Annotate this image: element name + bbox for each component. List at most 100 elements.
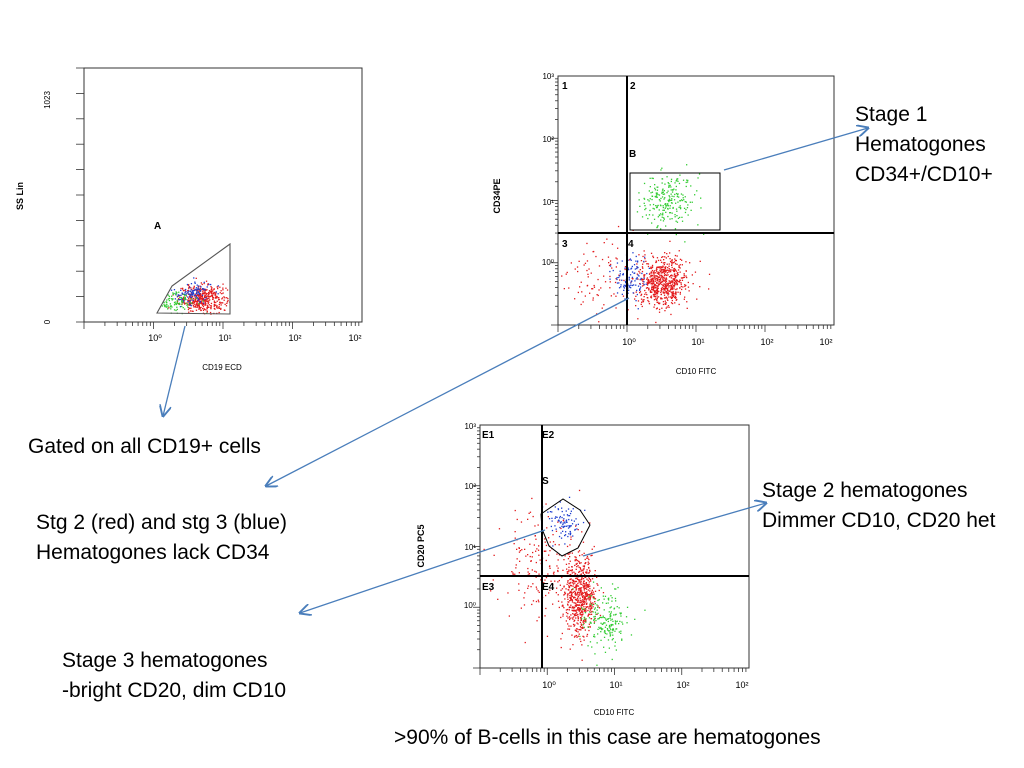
event-dot bbox=[609, 617, 611, 619]
event-dot bbox=[672, 295, 674, 297]
event-dot bbox=[616, 292, 619, 294]
event-dot bbox=[185, 298, 187, 301]
event-dot bbox=[654, 280, 657, 282]
event-dot bbox=[213, 305, 215, 307]
event-dot bbox=[678, 206, 680, 208]
event-dot bbox=[666, 286, 668, 288]
event-dot bbox=[653, 282, 655, 285]
event-dot bbox=[569, 569, 572, 572]
event-dot bbox=[635, 284, 637, 286]
event-dot bbox=[666, 192, 668, 194]
event-dot bbox=[614, 645, 616, 647]
event-dot bbox=[645, 283, 647, 285]
event-dot bbox=[574, 559, 576, 561]
event-dot bbox=[648, 289, 650, 291]
event-dot bbox=[568, 563, 570, 565]
event-dot bbox=[657, 266, 660, 268]
event-dot bbox=[197, 299, 199, 301]
event-dot bbox=[687, 214, 689, 216]
event-dot bbox=[665, 270, 667, 272]
event-dot bbox=[650, 267, 652, 270]
event-dot bbox=[207, 306, 209, 308]
event-dot bbox=[199, 285, 201, 287]
event-dot bbox=[584, 629, 586, 631]
event-dot bbox=[215, 301, 217, 304]
event-dot bbox=[609, 635, 611, 637]
event-dot bbox=[642, 280, 644, 282]
event-dot bbox=[683, 298, 685, 300]
event-dot bbox=[612, 624, 614, 626]
event-dot bbox=[580, 589, 582, 591]
event-dot bbox=[586, 633, 589, 636]
event-dot bbox=[189, 300, 191, 302]
annotation-line: Stage 3 hematogones bbox=[62, 649, 268, 672]
event-dot bbox=[661, 288, 663, 290]
event-dot bbox=[672, 281, 674, 283]
event-dot bbox=[578, 260, 580, 262]
event-dot bbox=[659, 200, 661, 202]
event-dot bbox=[648, 273, 651, 275]
event-dot bbox=[197, 305, 199, 307]
event-dot bbox=[639, 291, 642, 293]
event-dot bbox=[188, 285, 190, 288]
event-dot bbox=[567, 525, 569, 527]
event-dot bbox=[660, 169, 662, 171]
event-dot bbox=[572, 579, 574, 582]
event-dot bbox=[672, 284, 674, 287]
event-dot bbox=[578, 607, 581, 609]
event-dot bbox=[684, 211, 687, 214]
event-dot bbox=[666, 298, 668, 300]
event-dot bbox=[651, 283, 654, 285]
event-dot bbox=[664, 278, 666, 280]
event-dot bbox=[575, 568, 577, 570]
annotation-line: Hematogones lack CD34 bbox=[36, 541, 270, 564]
event-dot bbox=[204, 292, 207, 294]
event-dot bbox=[197, 300, 199, 303]
event-dot bbox=[600, 622, 602, 624]
event-dot bbox=[662, 212, 664, 214]
event-dot bbox=[569, 512, 572, 515]
event-dot bbox=[662, 191, 664, 193]
event-dot bbox=[669, 196, 671, 198]
event-dot bbox=[582, 620, 585, 622]
quadrant-label: E1 bbox=[482, 430, 495, 441]
event-dot bbox=[212, 298, 214, 300]
event-dot bbox=[579, 591, 582, 593]
event-dot bbox=[196, 284, 198, 286]
event-dot bbox=[535, 571, 537, 573]
event-dot bbox=[182, 297, 184, 300]
event-dot bbox=[651, 282, 653, 284]
event-dot bbox=[530, 560, 532, 562]
event-dot bbox=[181, 300, 183, 302]
event-dot bbox=[670, 274, 672, 277]
event-dot bbox=[173, 292, 175, 295]
event-dot bbox=[639, 272, 641, 274]
y-tick-label: 10² bbox=[542, 135, 554, 144]
event-dot bbox=[656, 287, 658, 289]
event-dot bbox=[644, 254, 646, 256]
event-dot bbox=[674, 276, 677, 279]
event-dot bbox=[209, 311, 212, 314]
event-dot bbox=[584, 576, 586, 578]
event-dot bbox=[532, 551, 534, 554]
event-dot bbox=[552, 541, 555, 543]
event-dot bbox=[200, 300, 202, 303]
event-dot bbox=[603, 609, 605, 611]
event-dot bbox=[188, 286, 190, 289]
event-dot bbox=[603, 636, 606, 638]
event-dot bbox=[591, 578, 594, 580]
event-dot bbox=[581, 291, 583, 293]
event-dot bbox=[637, 260, 639, 262]
event-dot bbox=[581, 595, 583, 597]
event-dot bbox=[187, 303, 189, 305]
event-dot bbox=[625, 616, 628, 618]
event-dot bbox=[514, 509, 516, 512]
event-dot bbox=[585, 618, 587, 620]
event-dot bbox=[560, 616, 562, 619]
event-dot bbox=[185, 291, 187, 293]
event-dot bbox=[646, 284, 649, 286]
event-dot bbox=[571, 607, 573, 609]
event-dot bbox=[672, 207, 674, 209]
event-dot bbox=[190, 283, 193, 285]
event-dot bbox=[569, 591, 571, 593]
